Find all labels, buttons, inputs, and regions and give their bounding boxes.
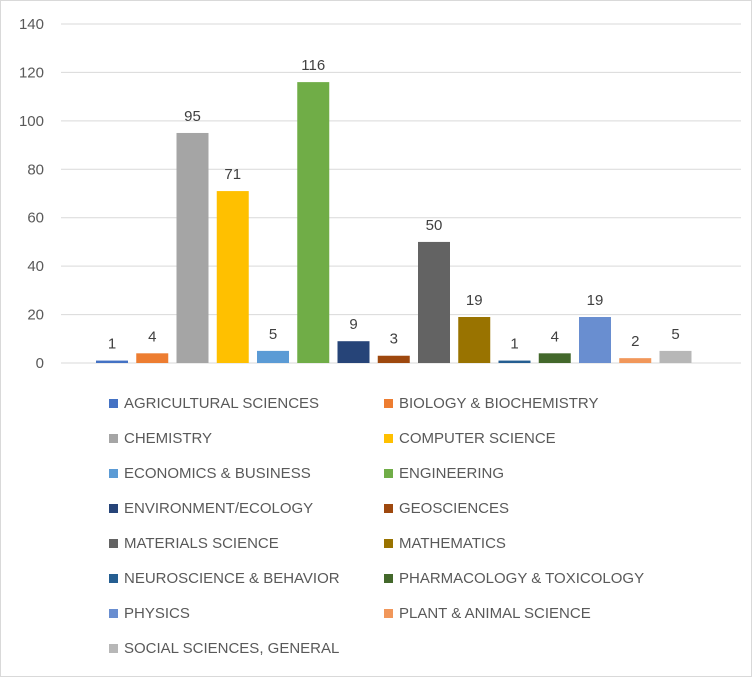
- bar-mathematics: [458, 316, 491, 363]
- legend-item: PLANT & ANIMAL SCIENCE: [384, 605, 591, 622]
- legend-swatch: [109, 469, 118, 478]
- bar-computer-science: [216, 191, 249, 363]
- data-label: 5: [269, 326, 277, 343]
- legend-item: ECONOMICS & BUSINESS: [109, 465, 311, 482]
- bar-physics: [579, 316, 611, 363]
- y-tick-label: 80: [27, 161, 44, 178]
- data-label: 95: [184, 108, 201, 125]
- legend-item: GEOSCIENCES: [384, 500, 509, 517]
- y-tick-label: 120: [19, 64, 44, 81]
- legend-item: SOCIAL SCIENCES, GENERAL: [109, 640, 339, 657]
- legend-swatch: [109, 609, 118, 618]
- legend-swatch: [384, 504, 393, 513]
- legend-label: GEOSCIENCES: [399, 500, 510, 517]
- legend-item: NEUROSCIENCE & BEHAVIOR: [109, 570, 340, 587]
- legend-swatch: [384, 469, 393, 478]
- data-label: 2: [631, 333, 639, 350]
- y-tick-label: 0: [36, 355, 44, 372]
- data-label: 50: [426, 217, 443, 234]
- data-label: 71: [224, 166, 241, 183]
- data-label: 19: [587, 292, 604, 309]
- bar-engineering: [297, 82, 330, 363]
- legend-item: ENVIRONMENT/ECOLOGY: [109, 500, 313, 517]
- data-label: 4: [551, 328, 559, 345]
- data-label: 9: [349, 316, 357, 333]
- data-label: 1: [510, 336, 518, 353]
- legend-label: PHARMACOLOGY & TOXICOLOGY: [399, 570, 645, 587]
- legend-label: NEUROSCIENCE & BEHAVIOR: [124, 570, 340, 587]
- data-label: 4: [148, 328, 156, 345]
- legend-label: COMPUTER SCIENCE: [399, 430, 556, 447]
- bar-pharmacology-toxicology: [538, 353, 571, 363]
- legend-label: MATERIALS SCIENCE: [124, 535, 279, 552]
- data-label: 5: [671, 326, 679, 343]
- legend-swatch: [109, 644, 118, 653]
- bar-social-sciences-general: [659, 350, 692, 363]
- legend-label: ENGINEERING: [399, 465, 505, 482]
- y-tick-label: 100: [19, 113, 44, 130]
- legend-item: ENGINEERING: [384, 465, 504, 482]
- legend-item: COMPUTER SCIENCE: [384, 430, 556, 447]
- bar-geosciences: [377, 355, 410, 363]
- legend-item: AGRICULTURAL SCIENCES: [109, 395, 319, 412]
- legend-item: MATERIALS SCIENCE: [109, 535, 279, 552]
- legend-swatch: [384, 539, 393, 548]
- bar-agricultural-sciences: [96, 360, 128, 363]
- y-tick-label: 40: [27, 258, 44, 275]
- data-label: 116: [301, 57, 325, 74]
- legend-item: CHEMISTRY: [109, 430, 212, 447]
- bar-environment-ecology: [337, 341, 370, 363]
- legend-item: PHARMACOLOGY & TOXICOLOGY: [384, 570, 644, 587]
- bar-materials-science: [418, 241, 450, 363]
- legend-item: MATHEMATICS: [384, 535, 506, 552]
- legend-swatch: [109, 399, 118, 408]
- bar-plant-animal-science: [619, 358, 652, 363]
- bar-economics-business: [257, 350, 289, 363]
- legend-item: PHYSICS: [109, 605, 190, 622]
- legend-swatch: [384, 574, 393, 583]
- y-tick-label: 20: [27, 307, 44, 324]
- legend-label: PLANT & ANIMAL SCIENCE: [399, 605, 591, 622]
- data-label: 1: [108, 336, 116, 353]
- legend-label: ENVIRONMENT/ECOLOGY: [124, 500, 314, 517]
- legend-item: BIOLOGY & BIOCHEMISTRY: [384, 395, 599, 412]
- legend-label: SOCIAL SCIENCES, GENERAL: [124, 640, 340, 657]
- bar-biology-biochemistry: [136, 353, 169, 363]
- legend-label: ECONOMICS & BUSINESS: [124, 465, 311, 482]
- legend-swatch: [384, 434, 393, 443]
- legend-label: AGRICULTURAL SCIENCES: [124, 395, 320, 412]
- legend-swatch: [109, 574, 118, 583]
- legend-label: MATHEMATICS: [399, 535, 506, 552]
- legend-swatch: [384, 609, 393, 618]
- y-tick-label: 60: [27, 210, 44, 227]
- legend-swatch: [109, 504, 118, 513]
- legend-swatch: [109, 539, 118, 548]
- bar-neuroscience-behavior: [498, 360, 531, 363]
- legend-label: PHYSICS: [124, 605, 190, 622]
- legend-swatch: [384, 399, 393, 408]
- data-label: 3: [390, 331, 398, 348]
- y-tick-label: 140: [19, 16, 44, 33]
- legend-label: BIOLOGY & BIOCHEMISTRY: [399, 395, 599, 412]
- data-label: 19: [466, 292, 483, 309]
- bar-chemistry: [176, 132, 209, 363]
- legend-swatch: [109, 434, 118, 443]
- legend-label: CHEMISTRY: [124, 430, 213, 447]
